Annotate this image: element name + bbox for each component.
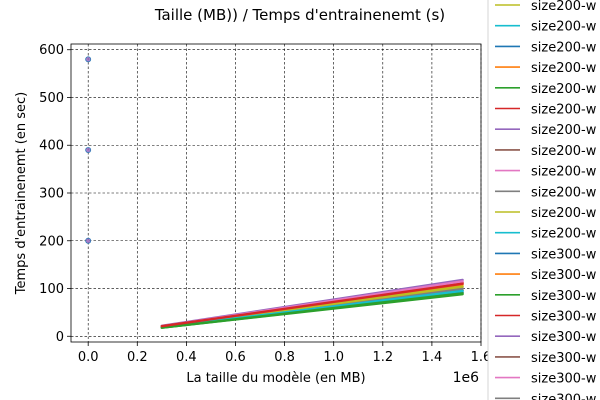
legend-label: size200-w (531, 227, 597, 242)
data-point (85, 237, 92, 244)
legend-label: size200-w (531, 20, 597, 35)
y-axis-label: Temps d'entrainenemt (en sec) (14, 92, 29, 295)
series-line (160, 282, 464, 328)
x-tick-label: 1.2 (372, 350, 393, 365)
x-tick-label: 0.8 (274, 350, 295, 365)
legend-label: size200-w (531, 40, 597, 55)
chart-title: Taille (MB)) / Temps d'entrainenemt (s) (154, 6, 445, 24)
x-tick-label: 1.0 (323, 350, 344, 365)
x-tick-label: 0.0 (78, 350, 99, 365)
y-tick-label: 200 (39, 234, 64, 249)
legend-label: size200-w (531, 103, 597, 118)
x-axis-label: La taille du modèle (en MB) (186, 371, 365, 386)
y-tick-label: 600 (39, 43, 64, 58)
legend-label: size300-w (531, 310, 597, 325)
x-tick-label: 1.6 (471, 350, 492, 365)
y-tick-label: 400 (39, 139, 64, 154)
x-tick-label: 1.4 (422, 350, 443, 365)
legend-label: size200-w (531, 144, 597, 159)
legend-label: size300-w (531, 289, 597, 304)
y-tick-label: 500 (39, 91, 64, 106)
series-layer (160, 278, 464, 329)
y-axis: 0 100 200 300 400 500 600 (39, 43, 71, 345)
legend-label: size300-w (531, 372, 597, 387)
x-offset-label: 1e6 (453, 370, 480, 386)
data-point (85, 56, 92, 63)
x-tick-label: 0.6 (225, 350, 246, 365)
legend-label: size300-w (531, 247, 597, 262)
legend: size200-w size200-w size200-w size200-w size… (487, 0, 600, 400)
x-tick-label: 0.2 (127, 350, 148, 365)
legend-label: size200-w (531, 82, 597, 97)
x-axis: 0.0 0.2 0.4 0.6 0.8 1.0 1.2 1.4 1.6 (78, 342, 492, 365)
legend-label: size200-w (531, 61, 597, 76)
grid (71, 44, 482, 342)
legend-frame (487, 0, 600, 400)
legend-label: size200-w (531, 206, 597, 221)
legend-label: size200-w (531, 0, 597, 14)
y-tick-label: 100 (39, 282, 64, 297)
y-tick-label: 300 (39, 187, 64, 202)
legend-label: size300-w (531, 268, 597, 283)
data-point (85, 147, 92, 153)
legend-label: size200-w (531, 185, 597, 200)
series-line (160, 292, 464, 329)
legend-label: size300-w (531, 351, 597, 366)
points-layer (85, 56, 92, 244)
x-tick-label: 0.4 (176, 350, 197, 365)
legend-label: size200-w (531, 165, 597, 180)
legend-label: size300-w (531, 330, 597, 345)
legend-label: size200-w (531, 123, 597, 138)
legend-label: size300-w (531, 392, 597, 400)
y-tick-label: 0 (56, 330, 64, 345)
